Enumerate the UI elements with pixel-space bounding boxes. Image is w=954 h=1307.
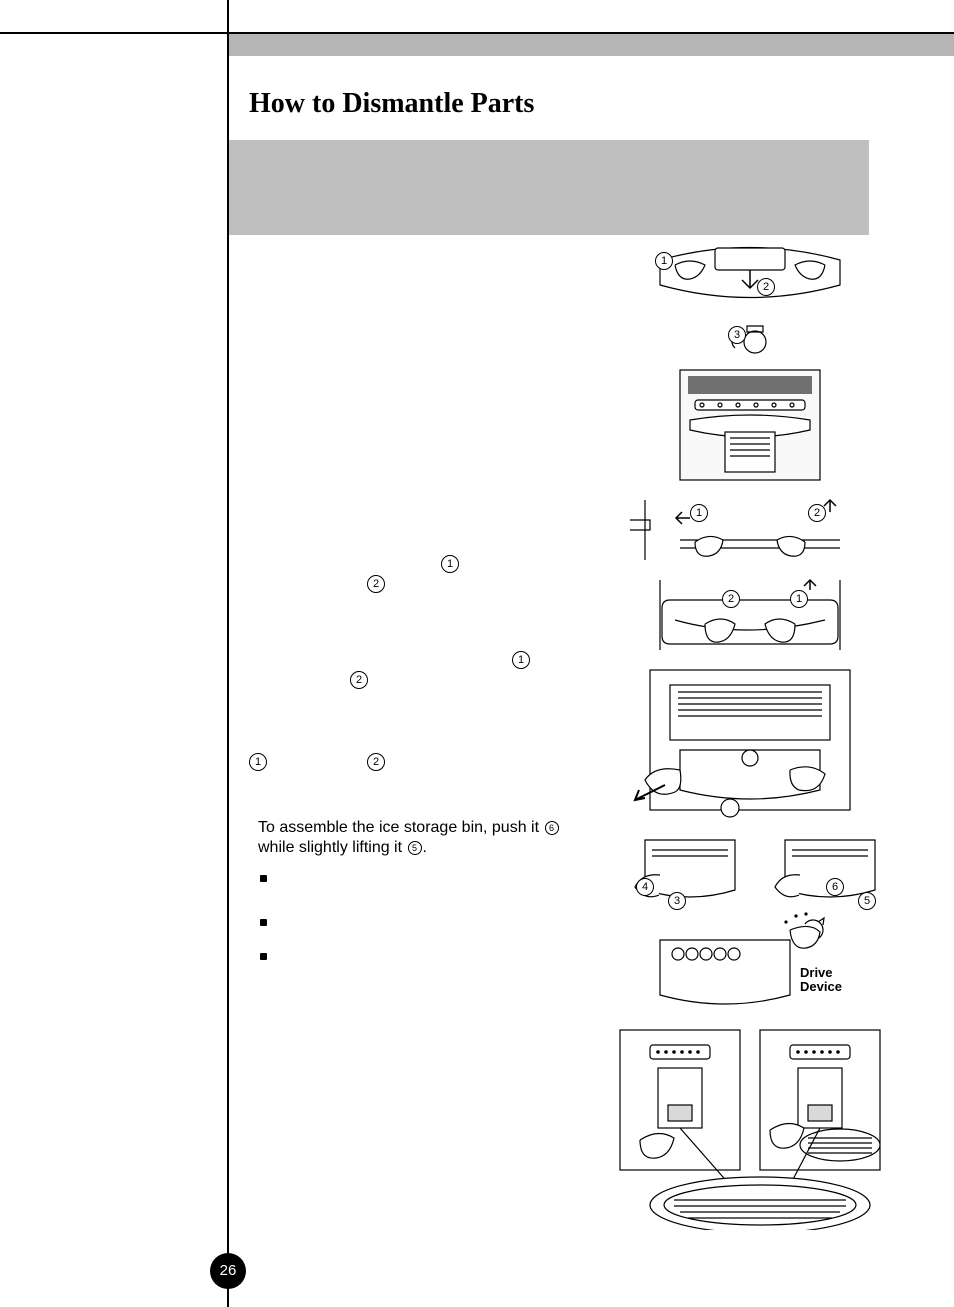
callout-panel1-2: 2: [757, 278, 775, 296]
callout-panel6-5: 5: [858, 892, 876, 910]
text-circled-5: 1: [249, 753, 267, 771]
panel-1-lamp: [660, 248, 840, 354]
callout-panel4-1: 1: [790, 590, 808, 608]
text-circled-6: 2: [367, 753, 385, 771]
inline-circled-5-icon: 5: [408, 841, 422, 855]
panel-8-grille: [620, 1030, 880, 1230]
assemble-text-1: To assemble the ice storage bin, push it: [258, 819, 539, 836]
callout-panel4-2: 2: [722, 590, 740, 608]
callout-panel6-3: 3: [668, 892, 686, 910]
text-circled-1: 1: [441, 555, 459, 573]
panel-2-dispenser: [680, 370, 820, 480]
callout-panel1-3: 3: [728, 326, 746, 344]
callout-panel6-6: 6: [826, 878, 844, 896]
header-grey-bar: [229, 34, 954, 56]
assemble-text-2: while slightly lifting it: [258, 839, 402, 856]
illustration-column: [610, 240, 890, 1230]
drive-label-line1: Drive: [800, 965, 833, 980]
bullet-icon: [260, 875, 267, 882]
callout-panel6-4: 4: [636, 878, 654, 896]
page-root: How to Dismantle Parts 1 2 1 2 1 2 To as…: [0, 0, 954, 1307]
text-circled-2: 2: [367, 575, 385, 593]
page-title: How to Dismantle Parts: [249, 88, 534, 120]
panel-4-basket: [660, 580, 840, 650]
bullet-icon: [260, 953, 267, 960]
drive-label-line2: Device: [800, 979, 842, 994]
callout-panel3-1: 1: [690, 504, 708, 522]
page-number-badge: 26: [210, 1253, 246, 1289]
callout-panel3-2: 2: [808, 504, 826, 522]
inline-circled-6-icon: 6: [545, 821, 559, 835]
panel-5-icebin: [635, 670, 850, 817]
bullet-icon: [260, 919, 267, 926]
text-circled-3: 1: [512, 651, 530, 669]
text-circled-4: 2: [350, 671, 368, 689]
callout-panel1-1: 1: [655, 252, 673, 270]
drive-device-label: Drive Device: [800, 966, 842, 995]
intro-grey-block: [229, 140, 869, 235]
assemble-paragraph: To assemble the ice storage bin, push it…: [258, 818, 608, 858]
assemble-text-3: .: [423, 839, 427, 856]
